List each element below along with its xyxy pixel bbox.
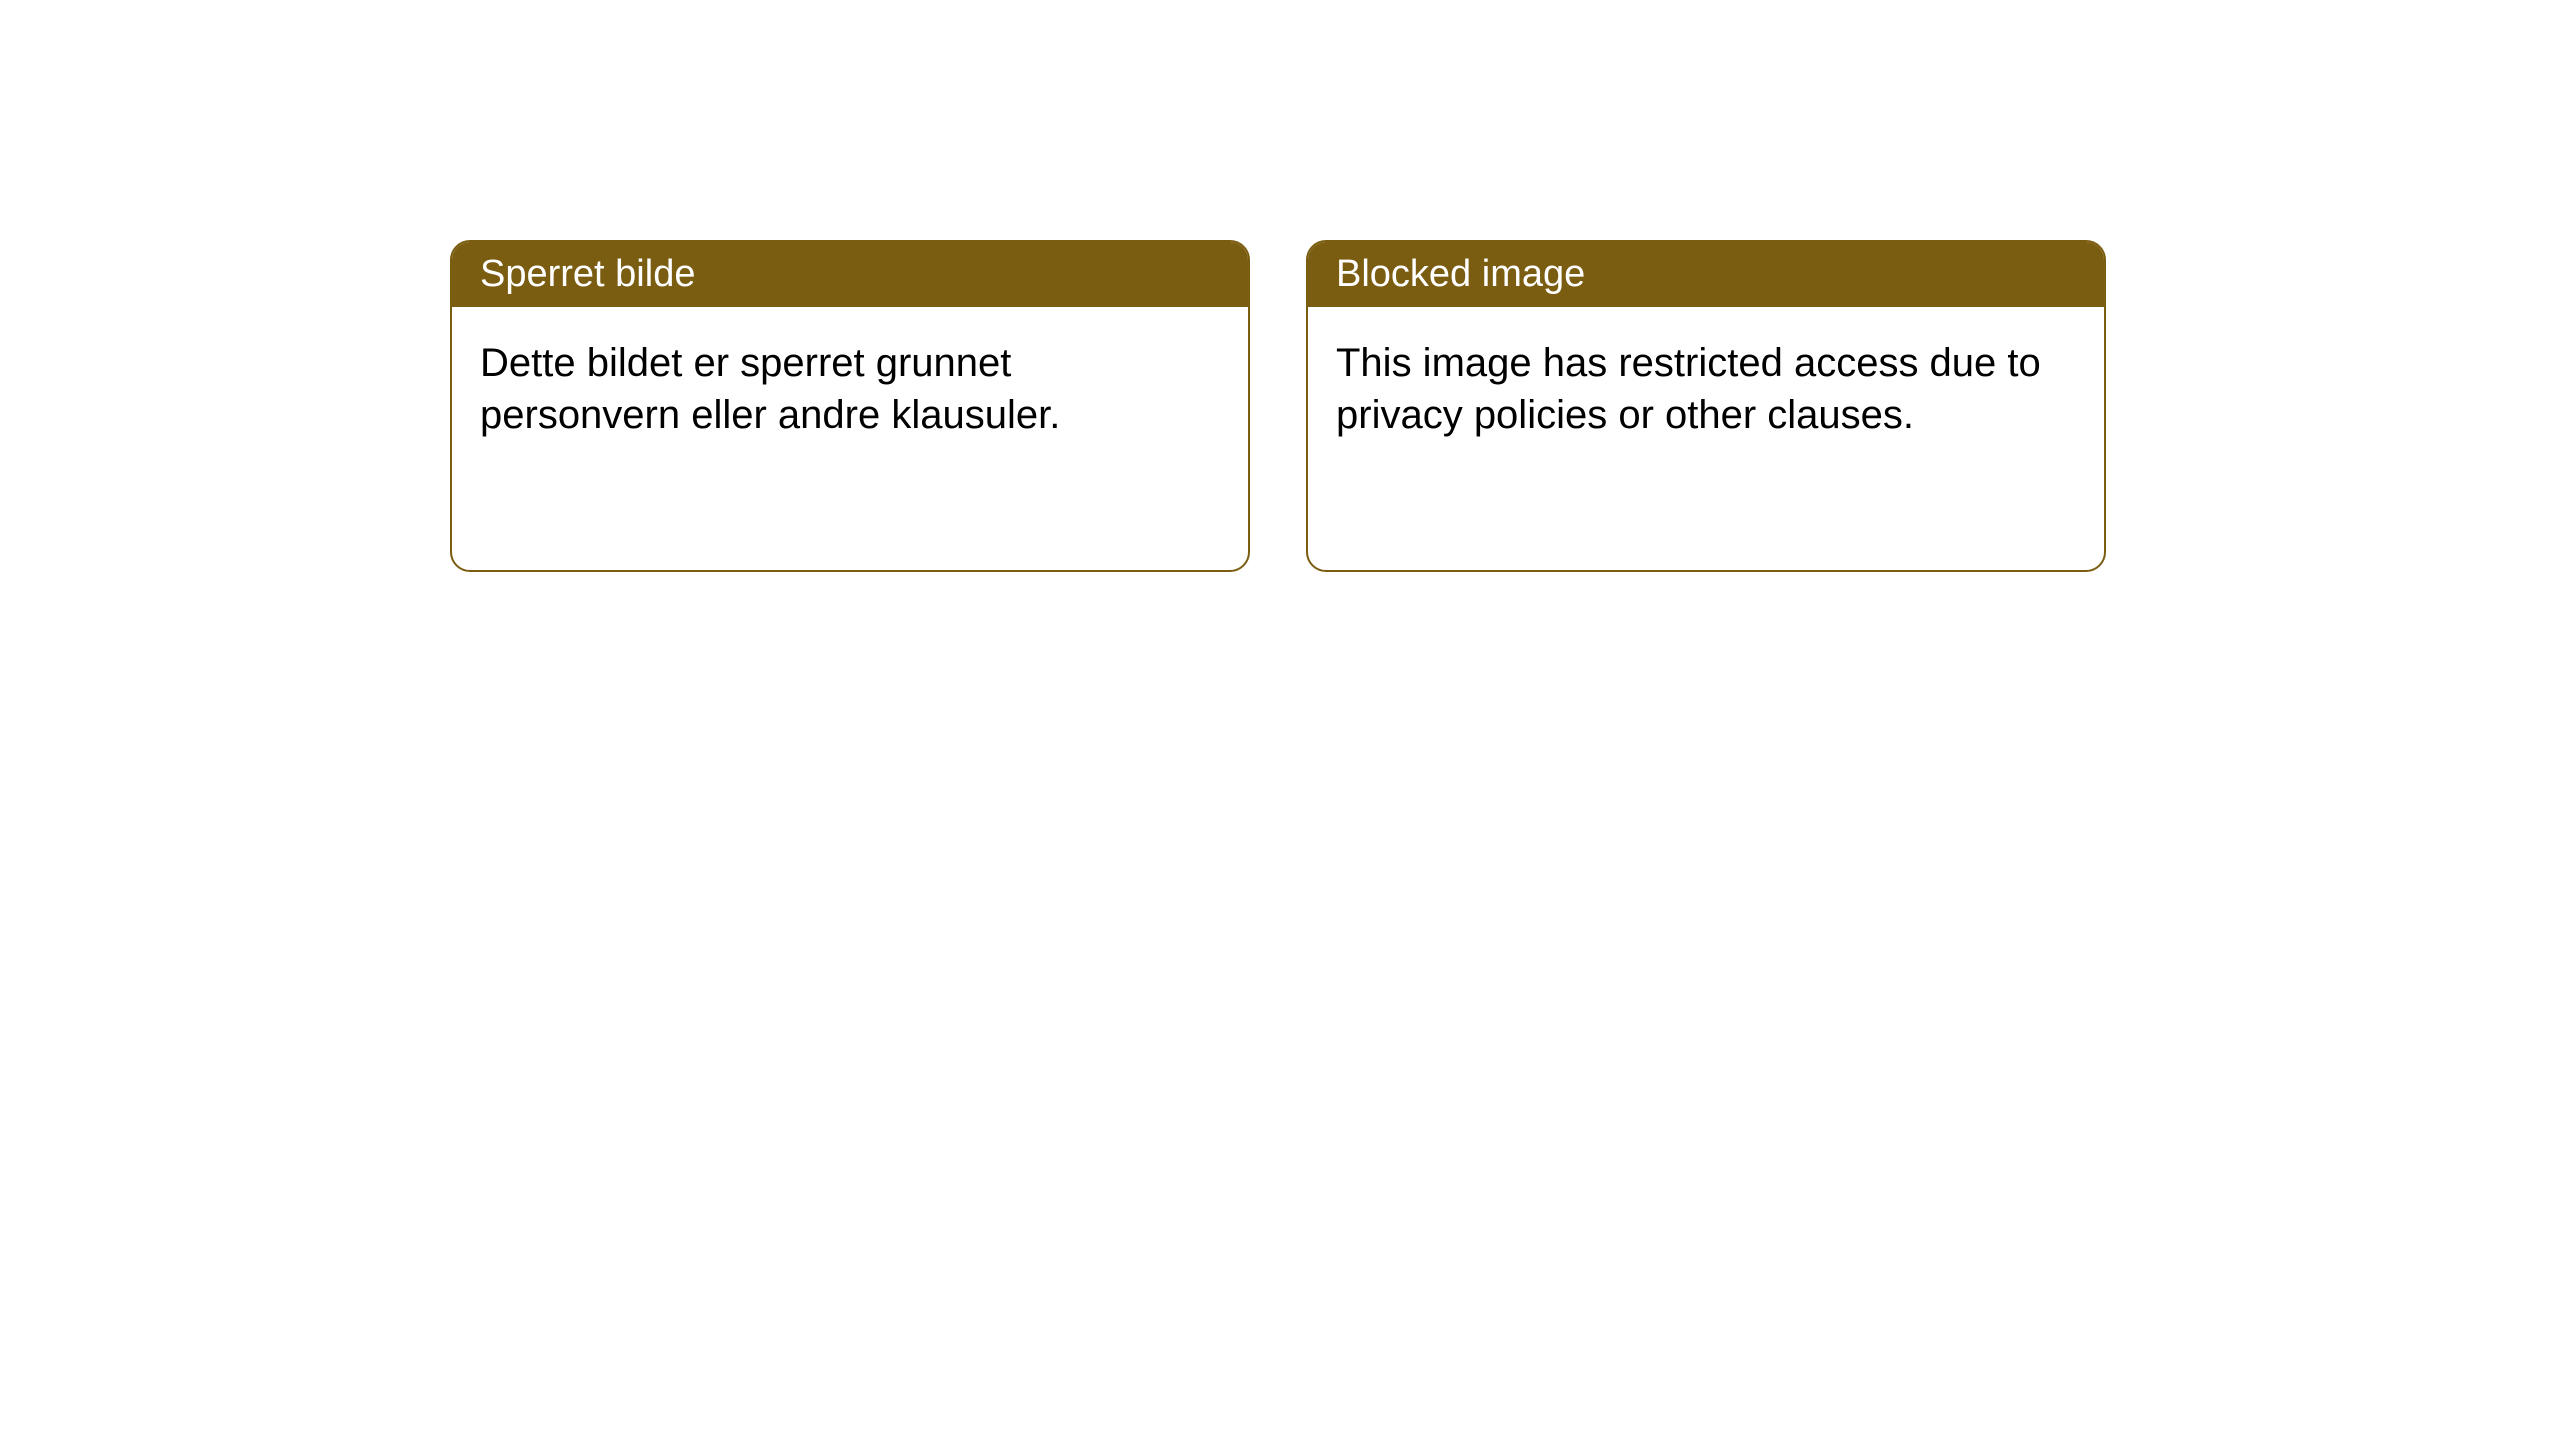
notice-card-norwegian: Sperret bilde Dette bildet er sperret gr… — [450, 240, 1250, 572]
notice-header: Sperret bilde — [452, 242, 1248, 307]
notice-card-english: Blocked image This image has restricted … — [1306, 240, 2106, 572]
notice-body: Dette bildet er sperret grunnet personve… — [452, 307, 1248, 471]
notice-container: Sperret bilde Dette bildet er sperret gr… — [0, 0, 2560, 572]
notice-header: Blocked image — [1308, 242, 2104, 307]
notice-body: This image has restricted access due to … — [1308, 307, 2104, 471]
